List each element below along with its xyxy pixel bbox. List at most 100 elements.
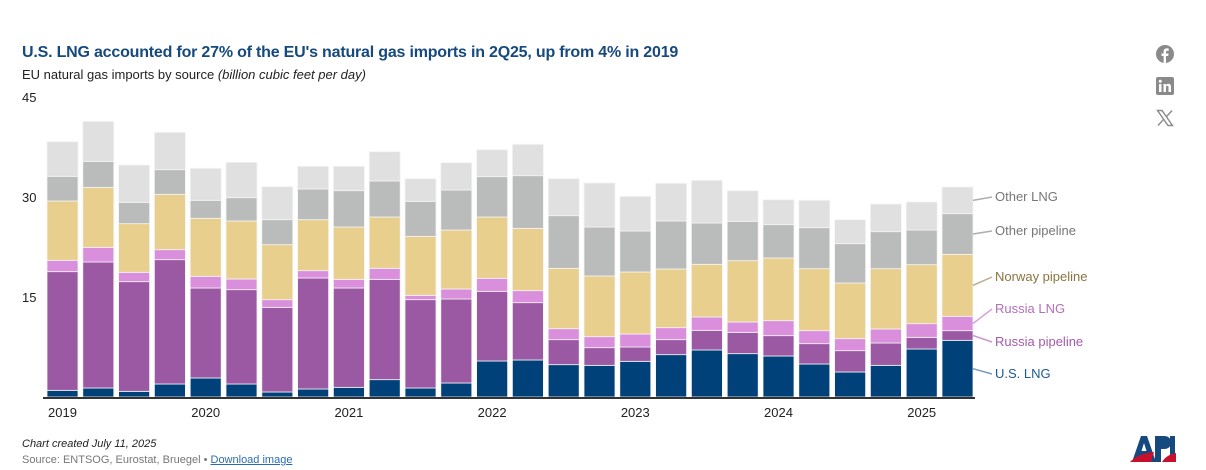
legend-leader-line — [972, 196, 993, 202]
download-image-link[interactable]: Download image — [210, 454, 293, 466]
bar-segment-russia-lng — [332, 278, 365, 289]
bar-segment-other-pipeline — [440, 189, 473, 231]
bar-segment-other-pipeline — [261, 219, 294, 246]
legend-leader-line — [972, 308, 993, 325]
bar-segment-other-lng — [905, 201, 938, 231]
x-tick-label: 2021 — [334, 405, 363, 420]
bar-segment-other-lng — [834, 219, 866, 245]
x-icon — [1156, 109, 1174, 127]
bar-segment-norway-pipeline — [691, 263, 723, 318]
bar-segment-other-lng — [404, 178, 437, 202]
bar-segment-russia-pipeline — [368, 278, 401, 381]
bar-segment-russia-lng — [941, 315, 974, 332]
bar-segment-russia-pipeline — [189, 287, 222, 379]
bar-segment-russia-pipeline — [225, 289, 258, 385]
bar-segment-russia-pipeline — [512, 302, 544, 361]
bar-segment-other-pipeline — [46, 175, 79, 202]
bar-segment-norway-pipeline — [225, 220, 258, 280]
bar-segment-other-pipeline — [332, 190, 365, 228]
bar-segment-u-s-lng — [261, 391, 294, 398]
bar-segment-u-s-lng — [440, 382, 473, 398]
bar-segment-russia-lng — [870, 328, 902, 344]
bar-segment-russia-pipeline — [476, 290, 509, 362]
bar-segment-russia-lng — [261, 299, 294, 308]
bar-segment-other-pipeline — [189, 199, 222, 219]
bar-segment-other-lng — [225, 161, 258, 199]
bar-segment-other-lng — [153, 131, 186, 171]
subtitle-unit: (billion cubic feet per day) — [217, 67, 366, 82]
chart-title: U.S. LNG accounted for 27% of the EU's n… — [22, 44, 679, 61]
bar-segment-russia-pipeline — [332, 287, 365, 388]
bar-segment-russia-pipeline — [691, 329, 723, 351]
x-tick-label: 2023 — [621, 405, 650, 420]
source-text: Source: ENTSOG, Eurostat, Bruegel • — [22, 454, 208, 466]
bar-segment-russia-lng — [297, 270, 330, 279]
facebook-share-button[interactable] — [1154, 43, 1176, 65]
bar-segment-russia-pipeline — [404, 299, 437, 389]
bar-segment-u-s-lng — [82, 387, 115, 398]
bar-segment-norway-pipeline — [619, 271, 652, 335]
legend-label: Russia pipeline — [995, 334, 1083, 349]
bar-segment-russia-pipeline — [297, 277, 330, 390]
bar-segment-russia-pipeline — [726, 331, 759, 355]
bar-segment-other-lng — [440, 162, 473, 191]
bar-segment-u-s-lng — [870, 364, 902, 398]
bar-segment-other-lng — [547, 178, 580, 217]
bar-segment-other-pipeline — [870, 231, 902, 270]
bar-segment-russia-lng — [189, 275, 222, 289]
bar-segment-russia-pipeline — [583, 347, 616, 366]
x-share-button[interactable] — [1154, 107, 1176, 129]
linkedin-share-button[interactable] — [1154, 75, 1176, 97]
facebook-icon — [1156, 45, 1174, 63]
bar-segment-other-pipeline — [82, 160, 115, 188]
bar-segment-other-lng — [941, 186, 974, 215]
y-tick-label: 30 — [22, 190, 36, 205]
bar-segment-russia-lng — [82, 246, 115, 263]
bar-segment-u-s-lng — [941, 339, 974, 398]
bar-segment-other-lng — [46, 141, 79, 177]
bar-segment-russia-lng — [834, 338, 866, 352]
bar-segment-other-lng — [655, 182, 687, 222]
bar-segment-u-s-lng — [905, 348, 938, 398]
bar-segment-u-s-lng — [368, 379, 401, 398]
bar-segment-u-s-lng — [476, 360, 509, 398]
bar-segment-other-pipeline — [762, 224, 795, 259]
y-tick-label: 45 — [22, 90, 36, 105]
bar-segment-russia-lng — [476, 277, 509, 292]
bar-segment-norway-pipeline — [798, 268, 831, 332]
bar-segment-other-lng — [726, 190, 759, 222]
legend-leader-line — [972, 367, 993, 375]
bar-segment-u-s-lng — [726, 353, 759, 398]
bar-segment-other-lng — [798, 199, 831, 229]
bar-segment-other-lng — [476, 149, 509, 178]
bar-segment-russia-lng — [547, 328, 580, 341]
bar-segment-russia-pipeline — [762, 335, 795, 357]
bar-segment-u-s-lng — [404, 387, 437, 398]
bar-segment-norway-pipeline — [297, 219, 330, 272]
bar-segment-other-pipeline — [941, 213, 974, 255]
bar-segment-other-pipeline — [118, 201, 150, 225]
bar-segment-other-lng — [870, 203, 902, 233]
bar-segment-other-lng — [583, 182, 616, 228]
bar-segment-other-pipeline — [404, 200, 437, 237]
bar-segment-norway-pipeline — [118, 223, 150, 273]
api-logo — [1130, 436, 1176, 462]
x-tick-label: 2020 — [191, 405, 220, 420]
bar-segment-norway-pipeline — [46, 200, 79, 261]
bar-segment-other-lng — [118, 164, 150, 203]
bar-segment-russia-lng — [691, 316, 723, 331]
bar-segment-other-pipeline — [691, 222, 723, 265]
bar-segment-norway-pipeline — [870, 268, 902, 330]
bar-segment-u-s-lng — [547, 364, 580, 398]
bar-segment-other-pipeline — [476, 176, 509, 218]
bar-segment-other-pipeline — [547, 215, 580, 269]
bar-segment-russia-pipeline — [655, 339, 687, 356]
bar-segment-russia-lng — [798, 330, 831, 345]
bar-segment-norway-pipeline — [726, 260, 759, 323]
bar-segment-russia-lng — [368, 267, 401, 280]
x-tick-label: 2022 — [478, 405, 507, 420]
bar-segment-u-s-lng — [691, 349, 723, 398]
bar-segment-russia-lng — [153, 249, 186, 261]
legend-label: Other LNG — [995, 189, 1058, 204]
bar-segment-other-lng — [297, 165, 330, 190]
